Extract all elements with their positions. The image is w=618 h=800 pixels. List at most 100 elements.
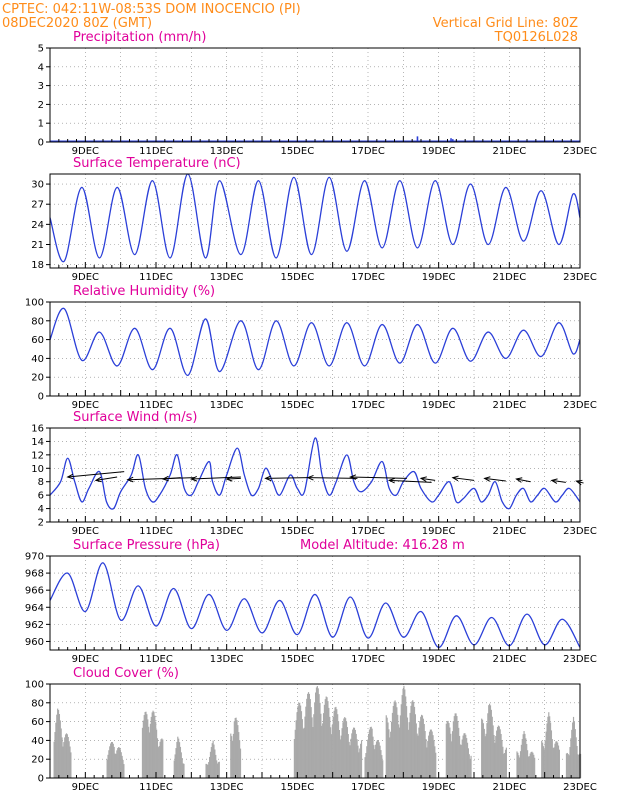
cloud-bar: [570, 738, 572, 778]
cloud-bar: [489, 705, 492, 778]
cloud-bar: [110, 743, 112, 778]
cloud-bar: [519, 757, 521, 778]
cloud-bar: [503, 753, 505, 778]
cloud-bar: [388, 729, 390, 778]
cloud-bar: [141, 727, 144, 778]
cloud-ytick-label: 20: [31, 755, 44, 766]
cloud-bar: [108, 750, 110, 778]
temperature-xtick-label: 13DEC: [210, 272, 244, 283]
cloud-bar: [337, 714, 339, 778]
cloud-bar: [532, 752, 534, 778]
cloud-bar: [447, 720, 449, 778]
cloud-bar: [499, 729, 501, 778]
humidity-ytick-label: 100: [25, 298, 44, 309]
cloud-bar: [162, 739, 164, 778]
cloud-bar: [369, 727, 371, 778]
cloud-bar: [494, 742, 496, 778]
cloud-bar: [572, 716, 575, 778]
cloud-bar: [210, 747, 212, 778]
cloud-bar: [496, 730, 498, 778]
cloud-bar: [333, 710, 335, 778]
cloud-bar: [64, 737, 66, 778]
cloud-bar: [301, 719, 303, 778]
cloud-bar: [53, 741, 55, 778]
cloud-bar: [148, 732, 151, 778]
cloud-bar: [558, 749, 560, 778]
cloud-bar: [330, 727, 332, 778]
precipitation-xtick-label: 23DEC: [563, 146, 597, 157]
cloud-bar: [487, 713, 489, 778]
cloud-bar: [65, 733, 68, 778]
cloud-bar: [57, 708, 59, 778]
cloud-bar: [297, 706, 299, 778]
cloud-bar: [504, 749, 507, 778]
wind-arrow: [226, 477, 241, 480]
cloud-bar: [66, 734, 68, 778]
pressure-xtick-label: 21DEC: [492, 654, 526, 665]
cloud-bar: [395, 702, 397, 778]
wind-ytick-label: 8: [38, 477, 44, 488]
temperature-xtick-label: 21DEC: [492, 272, 526, 283]
cloud-bar: [542, 742, 544, 778]
cloud-bar: [357, 745, 359, 778]
cloud-bar: [239, 748, 242, 778]
wind-title: Surface Wind (m/s): [73, 410, 197, 425]
cloud-bar: [342, 722, 344, 778]
cloud-bar: [504, 753, 506, 778]
cloud-bar: [433, 740, 435, 778]
cloud-bar: [307, 692, 310, 778]
cloud-bar: [516, 751, 518, 778]
cloud-bar: [148, 726, 150, 778]
cloud-bar: [341, 728, 343, 778]
cloud-bar: [446, 721, 448, 778]
cloud-bar: [485, 733, 487, 778]
wind-ytick-label: 16: [31, 424, 44, 435]
cloud-bar: [335, 706, 337, 778]
cloud-bar: [324, 699, 326, 778]
cloud-bar: [557, 742, 559, 778]
cloud-bar: [325, 696, 327, 778]
cloud-bar: [483, 728, 485, 778]
cloud-bar: [295, 720, 297, 778]
cloud-bar: [364, 757, 366, 778]
cloud-bar: [330, 734, 333, 778]
cloud-bar: [180, 752, 182, 778]
cloud-bar: [410, 705, 412, 778]
cloud-bar: [544, 740, 546, 778]
cloud-bar: [232, 733, 235, 778]
pressure-xtick-label: 11DEC: [139, 654, 173, 665]
cloud-bar: [117, 748, 119, 778]
cloud-bar: [157, 747, 159, 778]
wind-arrowhead: [483, 476, 491, 482]
cloud-bar: [461, 739, 463, 778]
cloud-bar: [548, 712, 550, 778]
cloud-bar: [497, 725, 500, 778]
cloud-bar: [525, 738, 527, 778]
temperature-ytick-label: 18: [31, 260, 44, 271]
cloud-bar: [524, 733, 526, 778]
cloud-bar: [396, 707, 398, 778]
cloud-bar: [179, 746, 182, 778]
cloud-bar: [375, 744, 377, 778]
cloud-bar: [146, 714, 148, 778]
humidity-xtick-label: 21DEC: [492, 400, 526, 411]
cloud-bar: [346, 727, 348, 778]
cloud-bar: [62, 746, 64, 778]
cloud-bar: [551, 739, 553, 778]
cloud-bar: [118, 747, 120, 778]
cloud-bar: [572, 722, 574, 778]
cloud-bar: [403, 685, 405, 778]
cloud-bar: [107, 754, 109, 778]
wind-ytick-label: 10: [31, 464, 44, 475]
cloud-bar: [554, 743, 556, 778]
cloud-bar: [430, 729, 432, 778]
cloud-bar: [543, 749, 545, 778]
cloud-bar: [405, 696, 407, 778]
cloud-bar: [368, 729, 371, 778]
cloud-bar: [486, 723, 488, 778]
cloud-bar: [315, 687, 318, 778]
cloud-bar: [215, 754, 217, 778]
cloud-bar: [466, 738, 468, 778]
cloud-bar: [327, 701, 329, 778]
wind-arrowhead: [349, 474, 357, 480]
